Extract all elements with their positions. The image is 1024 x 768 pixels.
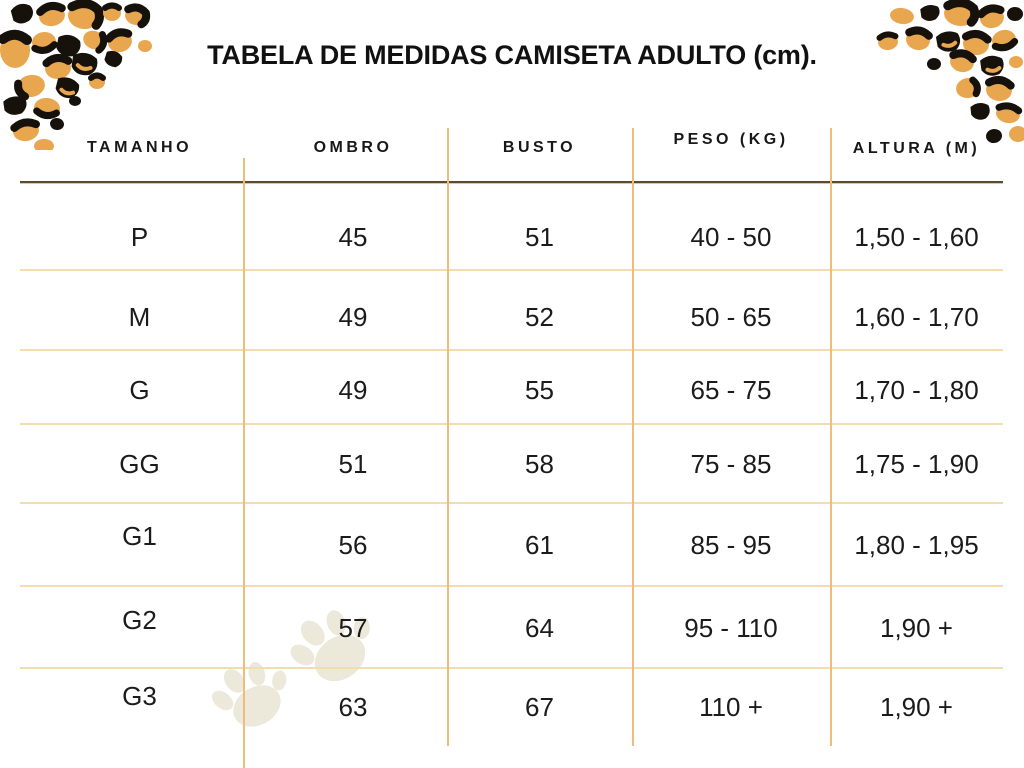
cell-peso: 50 - 65 <box>690 301 772 332</box>
cell-peso: 85 - 95 <box>690 530 772 560</box>
cell-peso: 95 - 110 <box>684 612 778 643</box>
table-row: GG 51 58 75 - 85 1,75 - 1,90 <box>20 426 1003 503</box>
column-divider <box>830 128 832 746</box>
cell-tamanho: P <box>130 221 149 252</box>
cell-altura: 1,70 - 1,80 <box>854 374 979 405</box>
column-header-altura: ALTURA (M) <box>852 140 981 157</box>
cell-ombro: 45 <box>338 221 368 252</box>
row-divider <box>20 349 1003 351</box>
cell-peso: 110 + <box>699 692 763 722</box>
column-header-ombro: OMBRO <box>313 139 393 156</box>
row-divider <box>20 269 1003 271</box>
table-row: G 49 55 65 - 75 1,70 - 1,80 <box>20 352 1003 424</box>
cell-peso: 40 - 50 <box>690 221 772 252</box>
row-divider <box>20 502 1003 504</box>
column-divider <box>632 128 634 746</box>
cell-ombro: 51 <box>338 449 368 479</box>
row-divider <box>20 423 1003 425</box>
cell-busto: 52 <box>525 301 554 332</box>
page-title: TABELA DE MEDIDAS CAMISETA ADULTO (cm). <box>207 40 817 70</box>
column-header-peso: PESO (KG) <box>673 131 789 148</box>
cell-altura: 1,60 - 1,70 <box>854 301 979 332</box>
table-row: P 45 51 40 - 50 1,50 - 1,60 <box>20 184 1003 270</box>
cell-tamanho: G1 <box>122 521 157 551</box>
cell-tamanho: M <box>128 301 151 332</box>
cell-ombro: 56 <box>338 530 368 560</box>
cell-busto: 51 <box>525 221 554 252</box>
cell-ombro: 49 <box>338 374 368 405</box>
cell-peso: 75 - 85 <box>690 449 772 479</box>
cell-ombro: 57 <box>338 612 368 643</box>
cell-altura: 1,75 - 1,90 <box>854 449 979 479</box>
cell-ombro: 63 <box>338 692 368 722</box>
table-row: G1 56 61 85 - 95 1,80 - 1,95 <box>20 505 1003 586</box>
column-divider <box>243 158 245 768</box>
header-underline <box>20 181 1003 184</box>
cell-peso: 65 - 75 <box>690 374 772 405</box>
cell-busto: 58 <box>525 449 554 479</box>
cell-altura: 1,50 - 1,60 <box>854 221 979 252</box>
table-header-row: TAMANHO OMBRO BUSTO PESO (KG) ALTURA (M) <box>20 118 1003 178</box>
table-row: G2 57 64 95 - 110 1,90 + <box>20 588 1003 668</box>
column-header-tamanho: TAMANHO <box>86 139 193 156</box>
cell-busto: 64 <box>525 612 554 643</box>
cell-busto: 61 <box>525 530 554 560</box>
cell-altura: 1,90 + <box>879 692 953 722</box>
cell-ombro: 49 <box>338 301 368 332</box>
cell-altura: 1,90 + <box>879 612 953 643</box>
row-divider <box>20 585 1003 587</box>
cell-altura: 1,80 - 1,95 <box>854 530 979 560</box>
cell-tamanho: G3 <box>122 681 157 711</box>
table-row: M 49 52 50 - 65 1,60 - 1,70 <box>20 272 1003 350</box>
cell-tamanho: G <box>129 374 150 405</box>
cell-tamanho: G2 <box>122 604 157 635</box>
row-divider <box>20 667 1003 669</box>
table-row: G3 63 67 110 + 1,90 + <box>20 670 1003 745</box>
cell-busto: 55 <box>525 374 554 405</box>
cell-tamanho: GG <box>119 449 160 479</box>
cell-busto: 67 <box>525 692 554 722</box>
column-divider <box>447 128 449 746</box>
column-header-busto: BUSTO <box>502 139 577 156</box>
